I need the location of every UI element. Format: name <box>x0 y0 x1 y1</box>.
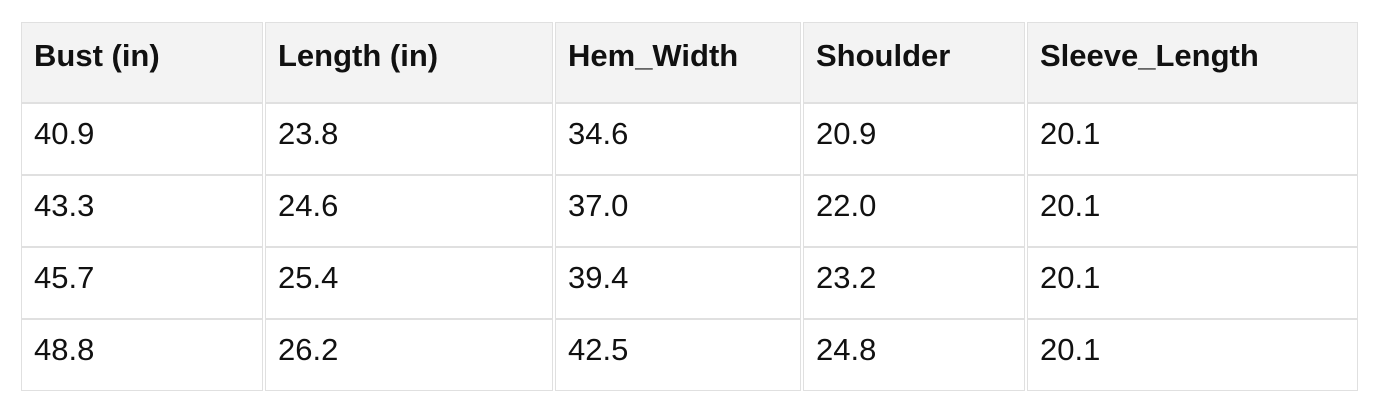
column-header-bust: Bust (in) <box>21 22 263 103</box>
column-header-hem-width: Hem_Width <box>555 22 801 103</box>
table-cell: 24.8 <box>803 319 1025 391</box>
table-cell: 43.3 <box>21 175 263 247</box>
table-cell: 39.4 <box>555 247 801 319</box>
column-header-length: Length (in) <box>265 22 553 103</box>
header-row: Bust (in) Length (in) Hem_Width Shoulder… <box>21 22 1358 103</box>
table-cell: 25.4 <box>265 247 553 319</box>
table-cell: 34.6 <box>555 103 801 175</box>
table-cell: 20.1 <box>1027 103 1358 175</box>
table-row: 40.9 23.8 34.6 20.9 20.1 <box>21 103 1358 175</box>
table-cell: 20.1 <box>1027 175 1358 247</box>
table-cell: 48.8 <box>21 319 263 391</box>
table-cell: 20.1 <box>1027 319 1358 391</box>
size-chart-table: Bust (in) Length (in) Hem_Width Shoulder… <box>19 22 1360 391</box>
table-cell: 22.0 <box>803 175 1025 247</box>
table-cell: 20.1 <box>1027 247 1358 319</box>
column-header-shoulder: Shoulder <box>803 22 1025 103</box>
column-header-sleeve-length: Sleeve_Length <box>1027 22 1358 103</box>
table-cell: 45.7 <box>21 247 263 319</box>
table-cell: 23.8 <box>265 103 553 175</box>
table-cell: 40.9 <box>21 103 263 175</box>
table-cell: 26.2 <box>265 319 553 391</box>
table-row: 45.7 25.4 39.4 23.2 20.1 <box>21 247 1358 319</box>
table-cell: 20.9 <box>803 103 1025 175</box>
table-cell: 37.0 <box>555 175 801 247</box>
table-cell: 42.5 <box>555 319 801 391</box>
table-cell: 24.6 <box>265 175 553 247</box>
table-row: 48.8 26.2 42.5 24.8 20.1 <box>21 319 1358 391</box>
table-row: 43.3 24.6 37.0 22.0 20.1 <box>21 175 1358 247</box>
table-cell: 23.2 <box>803 247 1025 319</box>
